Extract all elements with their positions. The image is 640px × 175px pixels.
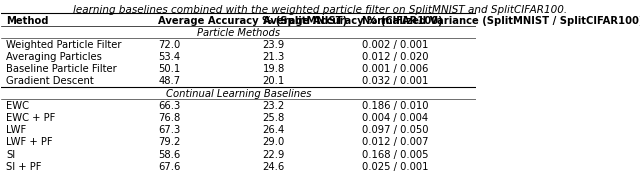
Text: 0.032 / 0.001: 0.032 / 0.001 — [362, 76, 429, 86]
Text: 29.0: 29.0 — [262, 137, 285, 147]
Text: 48.7: 48.7 — [158, 76, 180, 86]
Text: SI: SI — [6, 149, 15, 160]
Text: Method: Method — [6, 16, 49, 26]
Text: 67.3: 67.3 — [158, 125, 180, 135]
Text: Weighted Particle Filter: Weighted Particle Filter — [6, 40, 122, 50]
Text: Gradient Descent: Gradient Descent — [6, 76, 94, 86]
Text: 0.002 / 0.001: 0.002 / 0.001 — [362, 40, 429, 50]
Text: 0.012 / 0.020: 0.012 / 0.020 — [362, 52, 429, 62]
Text: 0.168 / 0.005: 0.168 / 0.005 — [362, 149, 429, 160]
Text: learning baselines combined with the weighted particle filter on SplitMNIST and : learning baselines combined with the wei… — [73, 5, 567, 15]
Text: EWC + PF: EWC + PF — [6, 113, 56, 123]
Text: EWC: EWC — [6, 101, 29, 111]
Text: Average Accuracy % (SplitMNIST): Average Accuracy % (SplitMNIST) — [158, 16, 348, 26]
Text: 0.025 / 0.001: 0.025 / 0.001 — [362, 162, 429, 172]
Text: 72.0: 72.0 — [158, 40, 180, 50]
Text: 58.6: 58.6 — [158, 149, 180, 160]
Text: 79.2: 79.2 — [158, 137, 180, 147]
Text: 50.1: 50.1 — [158, 64, 180, 74]
Text: 20.1: 20.1 — [262, 76, 285, 86]
Text: Normalized Variance (SplitMNIST / SplitCIFAR100): Normalized Variance (SplitMNIST / SplitC… — [362, 16, 640, 26]
Text: 26.4: 26.4 — [262, 125, 285, 135]
Text: 23.9: 23.9 — [262, 40, 285, 50]
Text: 22.9: 22.9 — [262, 149, 285, 160]
Text: 23.2: 23.2 — [262, 101, 285, 111]
Text: 21.3: 21.3 — [262, 52, 285, 62]
Text: 25.8: 25.8 — [262, 113, 285, 123]
Text: Particle Methods: Particle Methods — [197, 28, 280, 38]
Text: Average Accuracy % (CIFAR100): Average Accuracy % (CIFAR100) — [262, 16, 442, 26]
Text: 67.6: 67.6 — [158, 162, 180, 172]
Text: 0.004 / 0.004: 0.004 / 0.004 — [362, 113, 428, 123]
Text: Continual Learning Baselines: Continual Learning Baselines — [166, 89, 312, 99]
Text: 53.4: 53.4 — [158, 52, 180, 62]
Text: Averaging Particles: Averaging Particles — [6, 52, 102, 62]
Text: 0.001 / 0.006: 0.001 / 0.006 — [362, 64, 429, 74]
Text: 0.012 / 0.007: 0.012 / 0.007 — [362, 137, 429, 147]
Text: SI + PF: SI + PF — [6, 162, 42, 172]
Text: 19.8: 19.8 — [262, 64, 285, 74]
Text: 66.3: 66.3 — [158, 101, 180, 111]
Text: 24.6: 24.6 — [262, 162, 285, 172]
Text: Baseline Particle Filter: Baseline Particle Filter — [6, 64, 117, 74]
Text: LWF: LWF — [6, 125, 26, 135]
Text: 0.097 / 0.050: 0.097 / 0.050 — [362, 125, 429, 135]
Text: 76.8: 76.8 — [158, 113, 180, 123]
Text: LWF + PF: LWF + PF — [6, 137, 52, 147]
Text: 0.186 / 0.010: 0.186 / 0.010 — [362, 101, 429, 111]
